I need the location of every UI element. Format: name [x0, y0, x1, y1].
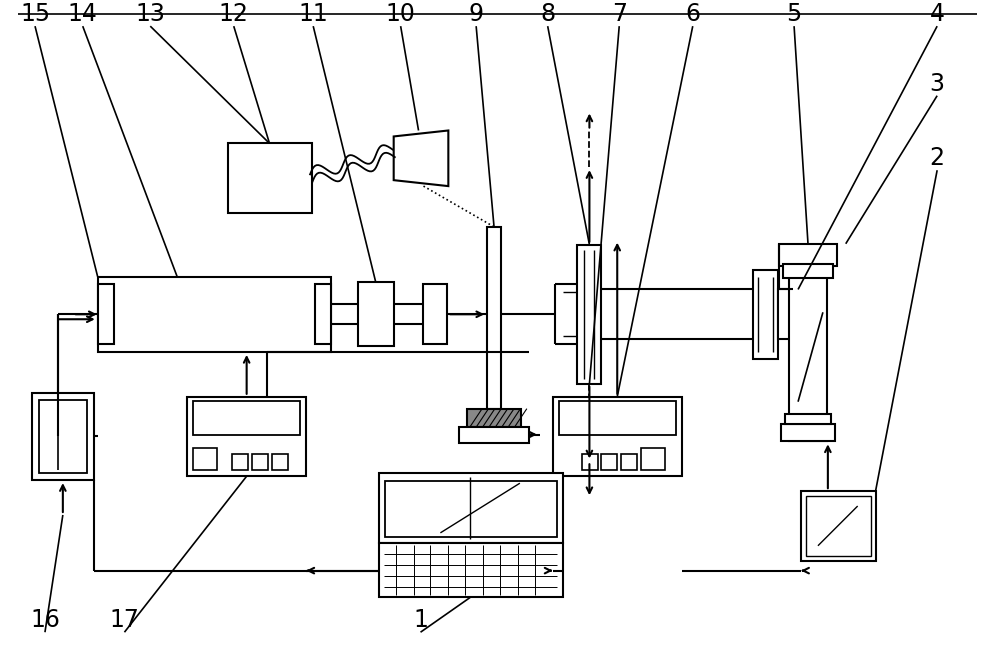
Text: 3: 3 — [930, 72, 945, 96]
Bar — [358, 283, 394, 346]
Bar — [315, 285, 331, 344]
Bar — [385, 481, 557, 537]
Text: 12: 12 — [219, 2, 249, 26]
Bar — [621, 454, 637, 470]
Text: 1: 1 — [413, 608, 428, 632]
Bar — [187, 397, 306, 476]
Bar — [806, 496, 871, 556]
Text: 2: 2 — [930, 146, 945, 170]
Text: 14: 14 — [68, 2, 98, 26]
Bar — [272, 454, 288, 470]
Bar — [783, 263, 833, 277]
Bar — [778, 289, 793, 339]
Bar — [98, 277, 331, 352]
Bar — [98, 285, 114, 344]
Bar — [252, 454, 268, 470]
Bar — [379, 543, 563, 597]
Text: 17: 17 — [110, 608, 139, 632]
Text: 6: 6 — [685, 2, 700, 26]
Bar — [785, 414, 831, 424]
Bar — [779, 244, 837, 265]
Text: 4: 4 — [930, 2, 945, 26]
Bar — [641, 448, 665, 470]
Text: 10: 10 — [386, 2, 416, 26]
Text: 5: 5 — [786, 2, 802, 26]
Bar — [232, 454, 248, 470]
Text: 9: 9 — [469, 2, 484, 26]
Bar — [781, 424, 835, 442]
Text: 7: 7 — [612, 2, 627, 26]
Bar — [423, 285, 447, 344]
Polygon shape — [394, 130, 448, 186]
Bar — [577, 245, 601, 384]
Text: 13: 13 — [135, 2, 165, 26]
Bar — [553, 397, 682, 476]
Text: 16: 16 — [30, 608, 60, 632]
Bar — [193, 401, 300, 434]
Text: 8: 8 — [540, 2, 555, 26]
Bar — [487, 227, 501, 409]
Bar — [801, 491, 876, 561]
Bar — [228, 144, 312, 213]
Bar — [193, 448, 217, 470]
Bar — [379, 473, 563, 543]
Text: 11: 11 — [298, 2, 328, 26]
Bar — [601, 454, 617, 470]
Bar — [459, 426, 529, 444]
Text: 15: 15 — [20, 2, 50, 26]
Bar — [559, 401, 676, 434]
Bar — [32, 393, 94, 480]
Bar — [582, 454, 598, 470]
Bar — [467, 409, 521, 426]
Bar — [789, 248, 827, 442]
Bar — [753, 269, 778, 359]
Bar — [39, 400, 87, 473]
